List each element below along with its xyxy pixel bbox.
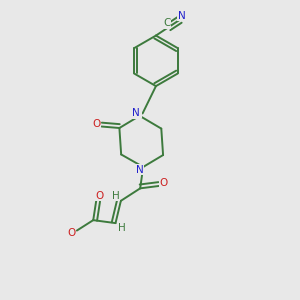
- Text: H: H: [118, 223, 126, 232]
- Text: O: O: [95, 191, 103, 201]
- Text: N: N: [132, 108, 140, 118]
- Text: O: O: [160, 178, 168, 188]
- Text: H: H: [112, 191, 119, 201]
- Text: O: O: [92, 118, 100, 128]
- Text: C: C: [163, 18, 171, 28]
- Text: N: N: [178, 11, 186, 21]
- Text: N: N: [136, 165, 143, 175]
- Text: O: O: [68, 228, 76, 238]
- Text: N: N: [133, 108, 141, 118]
